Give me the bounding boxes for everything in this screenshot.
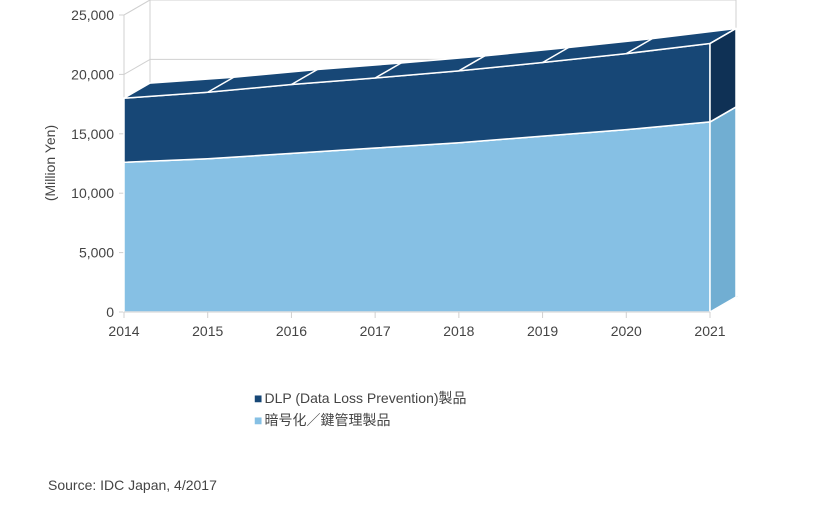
legend-label: DLP (Data Loss Prevention)製品 [264,388,466,408]
x-tick-label: 2016 [276,323,307,339]
x-tick-label: 2014 [108,323,139,339]
stacked-area-chart: 0 5,000 10,000 15,000 20,000 25,000 2014 2015 20… [0,0,827,522]
y-tick-label: 15,000 [71,126,114,142]
x-tick-label: 2019 [527,323,558,339]
x-tick-label: 2018 [443,323,474,339]
x-tick-label: 2021 [694,323,725,339]
figure-root: (Million Yen) 05,00010,00015,00020,00025… [0,0,827,522]
legend-swatch: ■ [254,412,262,428]
y-tick-label: 25,000 [71,7,114,23]
y-tick-label: 0 [106,304,114,320]
legend-item: ■暗号化／鍵管理製品 [254,410,467,430]
source-caption: Source: IDC Japan, 4/2017 [48,477,217,493]
x-tick-label: 2015 [192,323,223,339]
y-tick-label: 20,000 [71,66,114,82]
legend-label: 暗号化／鍵管理製品 [264,410,390,430]
legend: ■DLP (Data Loss Prevention)製品■暗号化／鍵管理製品 [254,388,467,432]
x-tick-label: 2017 [360,323,391,339]
legend-item: ■DLP (Data Loss Prevention)製品 [254,388,467,408]
x-tick-label: 2020 [611,323,642,339]
legend-swatch: ■ [254,390,262,406]
y-tick-label: 5,000 [79,245,114,261]
y-tick-label: 10,000 [71,185,114,201]
